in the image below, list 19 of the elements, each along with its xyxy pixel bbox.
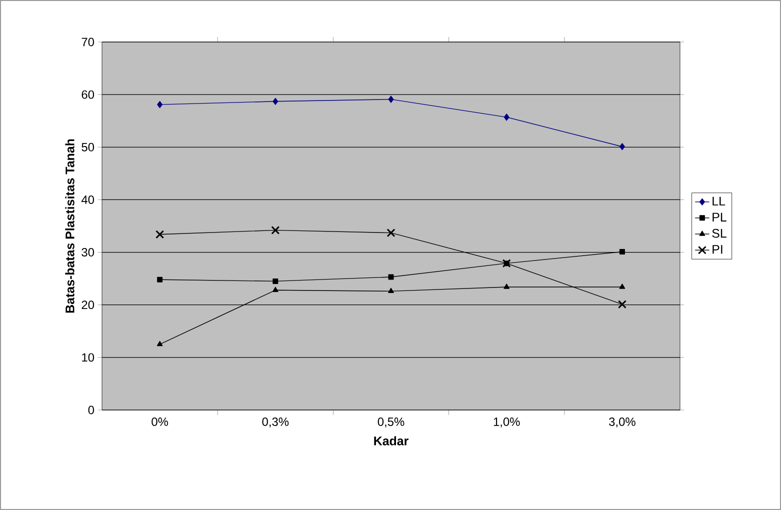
x-tick-label: 0% bbox=[152, 418, 168, 426]
y-tick-label: 20 bbox=[82, 300, 94, 310]
y-tick-label: 40 bbox=[81, 195, 94, 204]
x-tick-label: 0,3% bbox=[262, 418, 289, 428]
y-tick-label: 10 bbox=[82, 353, 94, 362]
y-tick-label: 30 bbox=[82, 248, 94, 257]
legend-label: PI bbox=[712, 245, 722, 254]
y-tick-label: 70 bbox=[82, 38, 94, 46]
x-tick-label: 3,0% bbox=[609, 418, 636, 428]
y-tick-label: 60 bbox=[82, 90, 94, 99]
y-axis-title: Batas-batas Plastisitas Tanah bbox=[65, 139, 74, 313]
legend-label: PL bbox=[712, 212, 726, 222]
legend-label: LL bbox=[712, 196, 726, 206]
y-tick-label: 50 bbox=[82, 142, 94, 152]
x-axis-title: Kadar bbox=[374, 436, 408, 446]
x-tick-label: 0,5% bbox=[378, 418, 404, 428]
x-tick-label: 1,0% bbox=[494, 418, 520, 428]
y-tick-label: 0 bbox=[88, 406, 94, 414]
legend-label: SL bbox=[712, 228, 726, 238]
